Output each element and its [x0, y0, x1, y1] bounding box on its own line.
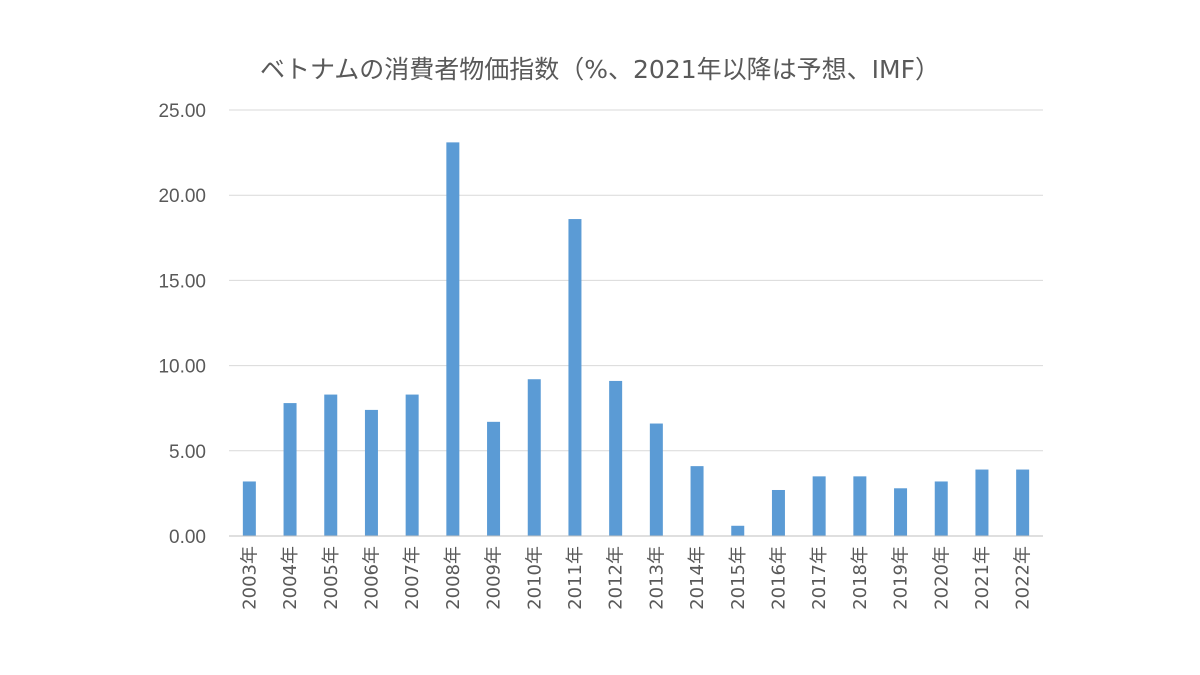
y-tick-label: 25.00: [158, 101, 206, 122]
bar: [975, 469, 989, 536]
x-axis-category-labels: 2003年 2004年 2005年 2006年 2007年 2008年 2009年 2010年…: [239, 546, 1033, 610]
y-tick-label: 20.00: [158, 186, 206, 207]
bar: [283, 403, 297, 536]
bar: [242, 481, 256, 536]
x-category-label: 2020年: [931, 546, 952, 610]
x-category-label: 2009年: [484, 546, 505, 610]
x-category-label: 2006年: [361, 546, 382, 610]
y-tick-label: 0.00: [169, 527, 206, 548]
x-category-label: 2013年: [646, 546, 667, 610]
bar: [812, 476, 826, 536]
bar: [690, 466, 704, 536]
chart-title: ベトナムの消費者物価指数（%、2021年以降は予想、IMF）: [260, 55, 940, 84]
bar: [894, 488, 908, 536]
bar: [771, 489, 785, 536]
gridlines: [229, 109, 1043, 452]
bar: [731, 525, 745, 536]
bar: [405, 394, 419, 536]
bar: [853, 476, 867, 536]
bar: [364, 409, 378, 536]
x-category-label: 2007年: [402, 546, 423, 610]
bar: [1016, 469, 1030, 536]
x-category-label: 2019年: [891, 546, 912, 610]
x-category-label: 2017年: [809, 546, 830, 610]
x-category-label: 2012年: [606, 546, 627, 610]
bar: [568, 219, 582, 536]
y-axis-tick-labels: 0.00 5.00 10.00 15.00 20.00 25.00: [158, 101, 206, 548]
x-category-label: 2008年: [443, 546, 464, 610]
bar: [649, 423, 663, 536]
x-category-label: 2016年: [768, 546, 789, 610]
bar: [527, 379, 541, 536]
bars: [242, 142, 1030, 536]
x-category-label: 2014年: [687, 546, 708, 610]
x-category-label: 2022年: [1013, 546, 1034, 610]
x-category-label: 2011年: [565, 546, 586, 610]
bar: [934, 481, 948, 536]
bar: [487, 421, 501, 536]
bar: [324, 394, 338, 536]
bar: [609, 380, 623, 536]
x-category-label: 2005年: [321, 546, 342, 610]
y-tick-label: 10.00: [158, 357, 206, 378]
bar: [446, 142, 460, 536]
x-category-label: 2018年: [850, 546, 871, 610]
x-category-label: 2021年: [972, 546, 993, 610]
x-category-label: 2015年: [728, 546, 749, 610]
y-tick-label: 5.00: [169, 442, 206, 463]
x-category-label: 2003年: [239, 546, 260, 610]
y-tick-label: 15.00: [158, 271, 206, 292]
x-category-label: 2010年: [524, 546, 545, 610]
x-category-label: 2004年: [280, 546, 301, 610]
